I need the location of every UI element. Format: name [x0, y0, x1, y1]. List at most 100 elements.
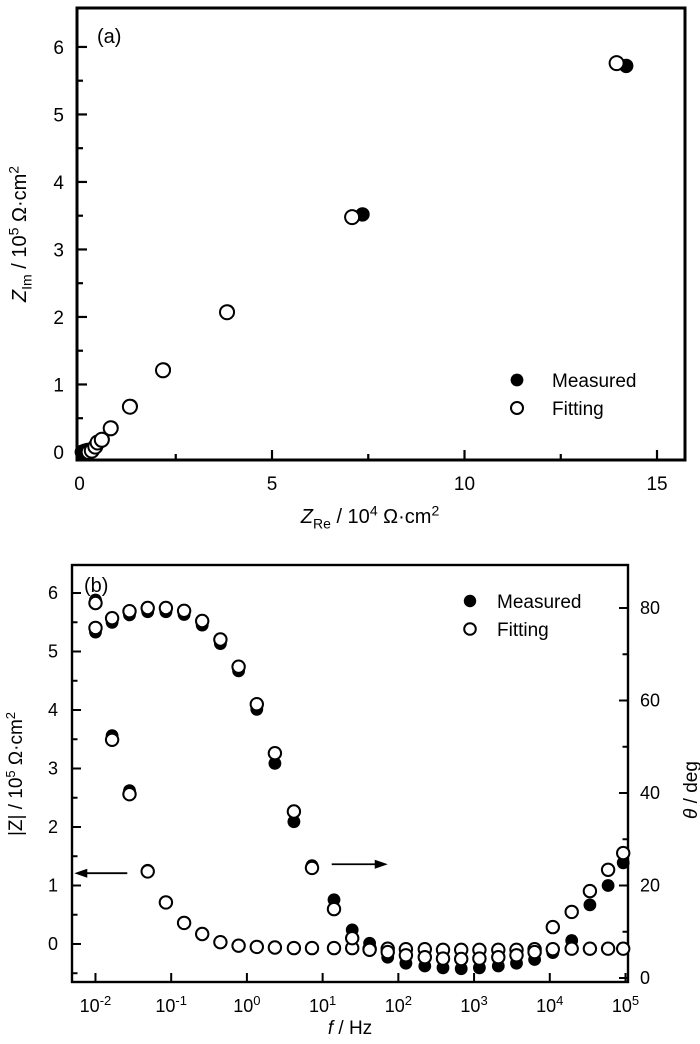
panel-b-right-tick-label: 60 — [640, 691, 660, 711]
fitting-modulus-data-point — [249, 939, 264, 955]
panel-b-x-tick-label: 103 — [460, 993, 487, 1016]
fitting-modulus-data-point — [231, 938, 246, 953]
panel-a-y-tick-label: 0 — [53, 443, 64, 464]
panel-a-y-tick-label: 4 — [53, 173, 64, 194]
impedance-modulus-arrow-head-icon — [74, 868, 88, 878]
panel-b-right-tick-label: 20 — [640, 876, 660, 896]
panel-b-x-tick-label: 105 — [612, 993, 639, 1016]
fitting-data-point — [102, 420, 119, 437]
legend-a-fitting-marker-icon — [510, 401, 524, 415]
panel-a-y-tick-label: 3 — [53, 240, 64, 261]
panel-b-left-tick-label: 6 — [48, 583, 58, 603]
fitting-theta-data-point — [345, 931, 360, 946]
panel-b-x-tick-label: 102 — [385, 993, 412, 1016]
fitting-data-point — [155, 362, 171, 379]
panel-b-series — [88, 593, 631, 976]
panel-a-y-axis-label: ZIm / 105 Ω·cm2 — [5, 166, 34, 303]
panel-b-right-tick-label: 40 — [640, 783, 660, 803]
fitting-modulus-data-point — [582, 941, 598, 956]
fitting-theta-data-point — [249, 697, 264, 712]
fitting-data-point — [344, 209, 361, 226]
measured-theta-data-point — [454, 962, 468, 976]
fitting-theta-data-point — [158, 600, 174, 616]
measured-theta-data-point — [601, 879, 615, 892]
panel-a-y-tick-label: 6 — [53, 38, 64, 59]
fitting-modulus-data-point — [286, 940, 302, 956]
fitting-theta-data-point — [491, 950, 506, 965]
fitting-modulus-data-point — [195, 926, 210, 942]
panel-a-axis-labels: ZRe / 104 Ω·cm2 ZIm / 105 Ω·cm2 — [5, 166, 439, 532]
fitting-modulus-data-point — [88, 595, 103, 611]
panel-b-right-tick-label: 0 — [640, 968, 650, 988]
legend-b-fitting-label: Fitting — [497, 620, 549, 641]
panel-a-y-tick-label: 1 — [53, 375, 64, 396]
panel-b-x-axis-label: f / Hz — [328, 1018, 372, 1039]
panel-b-legend: Measured Fitting — [463, 592, 582, 641]
fitting-modulus-data-point — [158, 895, 174, 910]
measured-theta-data-point — [268, 757, 282, 770]
panel-b-x-tick-label: 101 — [309, 993, 336, 1016]
fitting-data-point — [608, 55, 625, 72]
fitting-modulus-data-point — [213, 935, 228, 950]
panel-a-series — [74, 55, 634, 460]
fitting-theta-data-point — [213, 632, 228, 647]
fitting-theta-data-point — [176, 603, 192, 618]
panel-b-left-tick-label: 0 — [48, 934, 58, 954]
panel-a-x-tick-label: 0 — [74, 474, 85, 495]
fitting-data-point — [121, 398, 138, 415]
fitting-theta-data-point — [398, 948, 414, 963]
panel-b-x-tick-label: 104 — [536, 993, 563, 1016]
legend-a-fitting-label: Fitting — [552, 399, 604, 420]
fitting-data-point — [219, 304, 235, 321]
fitting-theta-data-point — [454, 951, 469, 967]
panel-a-x-tick-label: 10 — [454, 474, 475, 495]
panel-b-right-axis-label: θ / deg — [681, 761, 700, 819]
panel-b-right-tick-label: 80 — [640, 598, 660, 618]
panel-b-frame — [70, 563, 630, 984]
panel-b-tag: (b) — [84, 575, 108, 597]
fitting-theta-data-point — [417, 950, 432, 965]
panel-b-x-tick-label: 10-2 — [80, 993, 112, 1016]
panel-a-tag: (a) — [97, 26, 121, 48]
legend-b-fitting-marker-icon — [463, 622, 477, 636]
fitting-theta-data-point — [140, 600, 155, 616]
fitting-theta-data-point — [564, 904, 579, 920]
legend-a-measured-label: Measured — [552, 371, 637, 392]
panel-b-left-tick-label: 5 — [48, 642, 58, 662]
panel-a-x-axis-label: ZRe / 104 Ω·cm2 — [300, 502, 440, 531]
fitting-theta-data-point — [88, 620, 103, 636]
fitting-modulus-data-point — [140, 864, 155, 879]
fitting-theta-data-point — [122, 604, 137, 619]
panel-b-left-tick-label: 3 — [48, 758, 58, 778]
fitting-modulus-data-point — [267, 940, 283, 955]
fitting-theta-data-point — [472, 951, 487, 966]
panel-b-axis-labels: f / Hz |Z| / 105 Ω·cm2 θ / deg — [3, 712, 700, 1039]
fitting-theta-data-point — [582, 883, 598, 899]
panel-b-axes: 10-2 10-1 100 101 102 103 104 10501234560204060… — [48, 563, 660, 1016]
fitting-theta-data-point — [616, 845, 631, 861]
panel-a-axes: 0 5 10 15 0 1 2 3 4 5 6 — [53, 6, 687, 495]
fitting-theta-data-point — [527, 944, 542, 960]
phase-angle-arrow-head-icon — [374, 859, 388, 869]
legend-b-measured-marker-icon — [463, 594, 477, 608]
fitting-theta-data-point — [509, 948, 524, 963]
panel-a-y-tick-label: 5 — [53, 105, 64, 126]
panel-b-left-tick-label: 4 — [48, 700, 58, 720]
legend-b-measured-label: Measured — [497, 592, 582, 613]
panel-b-x-tick-label: 100 — [233, 993, 260, 1016]
panel-a-y-tick-label: 2 — [53, 308, 64, 329]
fitting-theta-data-point — [362, 942, 377, 957]
fitting-modulus-data-point — [122, 787, 137, 802]
fitting-modulus-data-point — [326, 940, 342, 956]
fitting-theta-data-point — [380, 944, 395, 960]
fitting-theta-data-point — [286, 804, 302, 819]
panel-a-x-tick-label: 15 — [646, 474, 667, 495]
panel-a-legend: Measured Fitting — [510, 371, 637, 420]
fitting-modulus-data-point — [304, 940, 320, 956]
fitting-modulus-data-point — [600, 941, 616, 956]
fitting-theta-data-point — [304, 860, 320, 876]
panel-a-x-tick-label: 5 — [267, 474, 278, 495]
fitting-modulus-data-point — [616, 941, 631, 956]
fitting-theta-data-point — [231, 659, 246, 674]
